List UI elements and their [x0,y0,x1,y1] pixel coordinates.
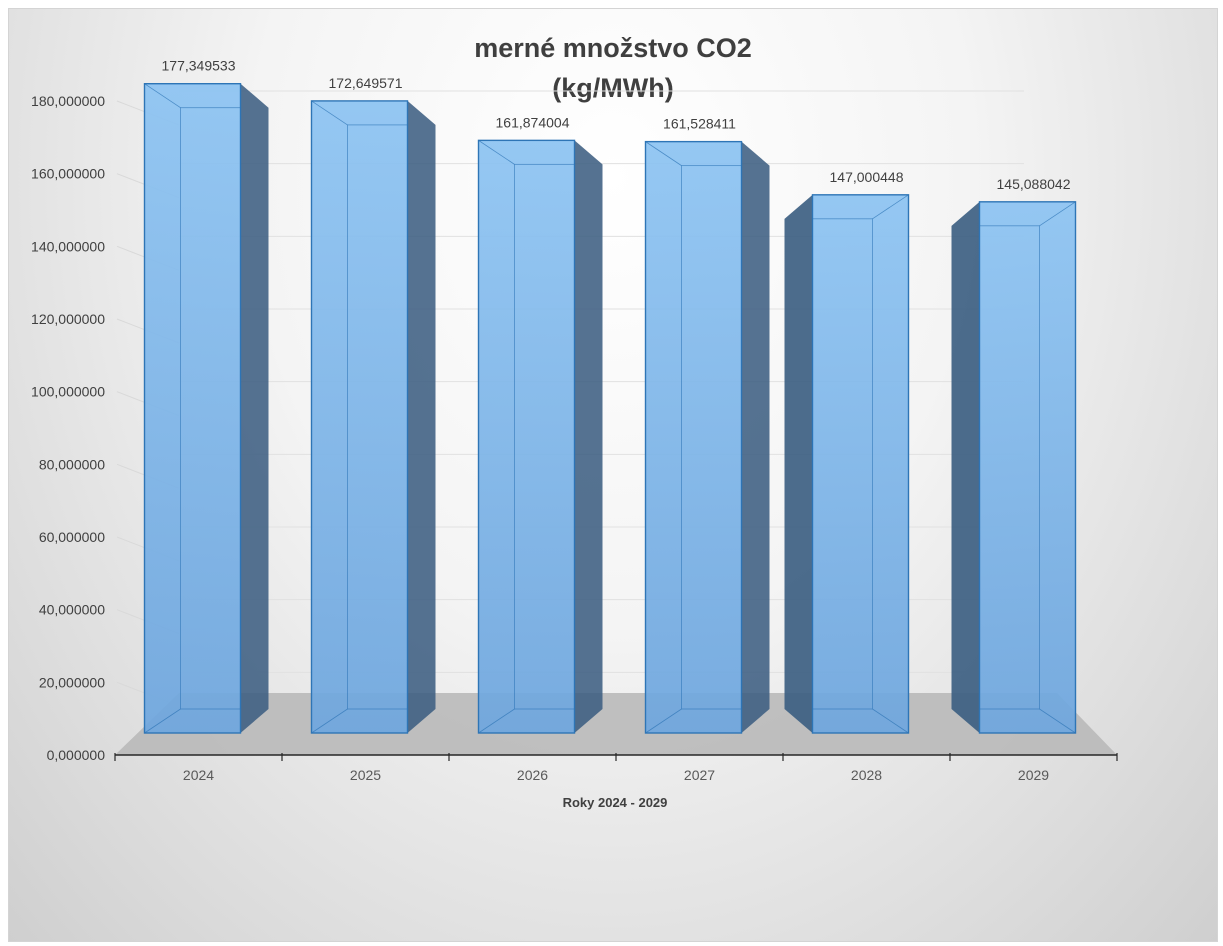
y-tick-label: 20,000000 [39,674,105,690]
bar-inner-edge [979,225,1040,710]
data-label: 161,874004 [496,114,570,130]
y-tick-label: 80,000000 [39,456,105,472]
chart-title: merné množstvo CO2 (kg/MWh) [474,33,752,103]
bar-corner-edge [311,708,348,734]
bar-series [143,83,1077,734]
chart-title-line-1: merné množstvo CO2 [474,33,752,63]
bar-front-face [644,140,743,734]
bar-front-face [477,139,576,734]
category-label: 2028 [851,767,882,783]
data-labels: 177,349533 172,649571 161,874004 161,528411… [162,58,1071,192]
bar-corner-edge [1039,708,1076,734]
bar-corner-edge [645,141,682,166]
bar [143,83,269,734]
y-tick-label: 60,000000 [39,529,105,545]
data-label: 177,349533 [162,58,236,74]
chart-title-line-2: (kg/MWh) [552,73,673,103]
bar [644,140,770,734]
y-tick-label: 0,000000 [47,747,106,763]
bar-inner-edge [514,163,575,710]
bar-front-face [978,201,1077,734]
bar-corner-edge [872,708,909,734]
chart-area: merné množstvo CO2 (kg/MWh) 0,000000 20,0… [8,8,1218,942]
y-tick-label: 100,000000 [31,384,105,400]
bar-corner-edge [478,708,515,734]
bar-corner-edge [144,708,181,734]
bar-side-face [741,141,770,734]
value-axis-labels: 0,000000 20,000000 40,000000 60,000000 80,00… [31,93,105,763]
bar-side-face [240,83,269,733]
bar-inner-edge [812,218,873,710]
data-label: 147,000448 [830,169,904,185]
category-label: 2024 [183,767,214,783]
bar-corner-edge [478,140,515,165]
chart-svg: merné množstvo CO2 (kg/MWh) 0,000000 20,0… [31,33,1118,810]
y-tick-label: 120,000000 [31,311,105,327]
bar [784,194,910,734]
category-label: 2027 [684,767,715,783]
bar-inner-edge [347,124,408,710]
bar-corner-edge [144,83,181,109]
bar-front-face [143,83,242,734]
bar-side-face [407,100,436,733]
bar-inner-edge [681,165,742,710]
bar [477,139,603,734]
bar-corner-edge [872,194,909,220]
data-label: 161,528411 [663,116,736,132]
bar [310,100,436,734]
data-label: 172,649571 [329,75,403,91]
bar-corner-edge [645,708,682,734]
bar-front-face [811,194,910,734]
bar [951,201,1077,734]
category-label: 2029 [1018,767,1049,783]
bar-corner-edge [311,100,348,126]
category-label: 2026 [517,767,548,783]
y-tick-label: 40,000000 [39,602,105,618]
category-label: 2025 [350,767,381,783]
bar-side-face [951,201,980,734]
y-tick-label: 140,000000 [31,238,105,254]
bar-side-face [784,194,813,733]
y-tick-label: 180,000000 [31,93,105,109]
x-axis-title: Roky 2024 - 2029 [563,795,668,810]
category-axis [114,753,1118,761]
bar-side-face [574,140,603,734]
bar-inner-edge [180,107,241,710]
data-label: 145,088042 [997,176,1071,192]
y-tick-label: 160,000000 [31,166,105,182]
bar-corner-edge [1039,201,1076,227]
bar-front-face [310,100,409,734]
category-labels: 2024 2025 2026 2027 2028 2029 [183,767,1049,783]
